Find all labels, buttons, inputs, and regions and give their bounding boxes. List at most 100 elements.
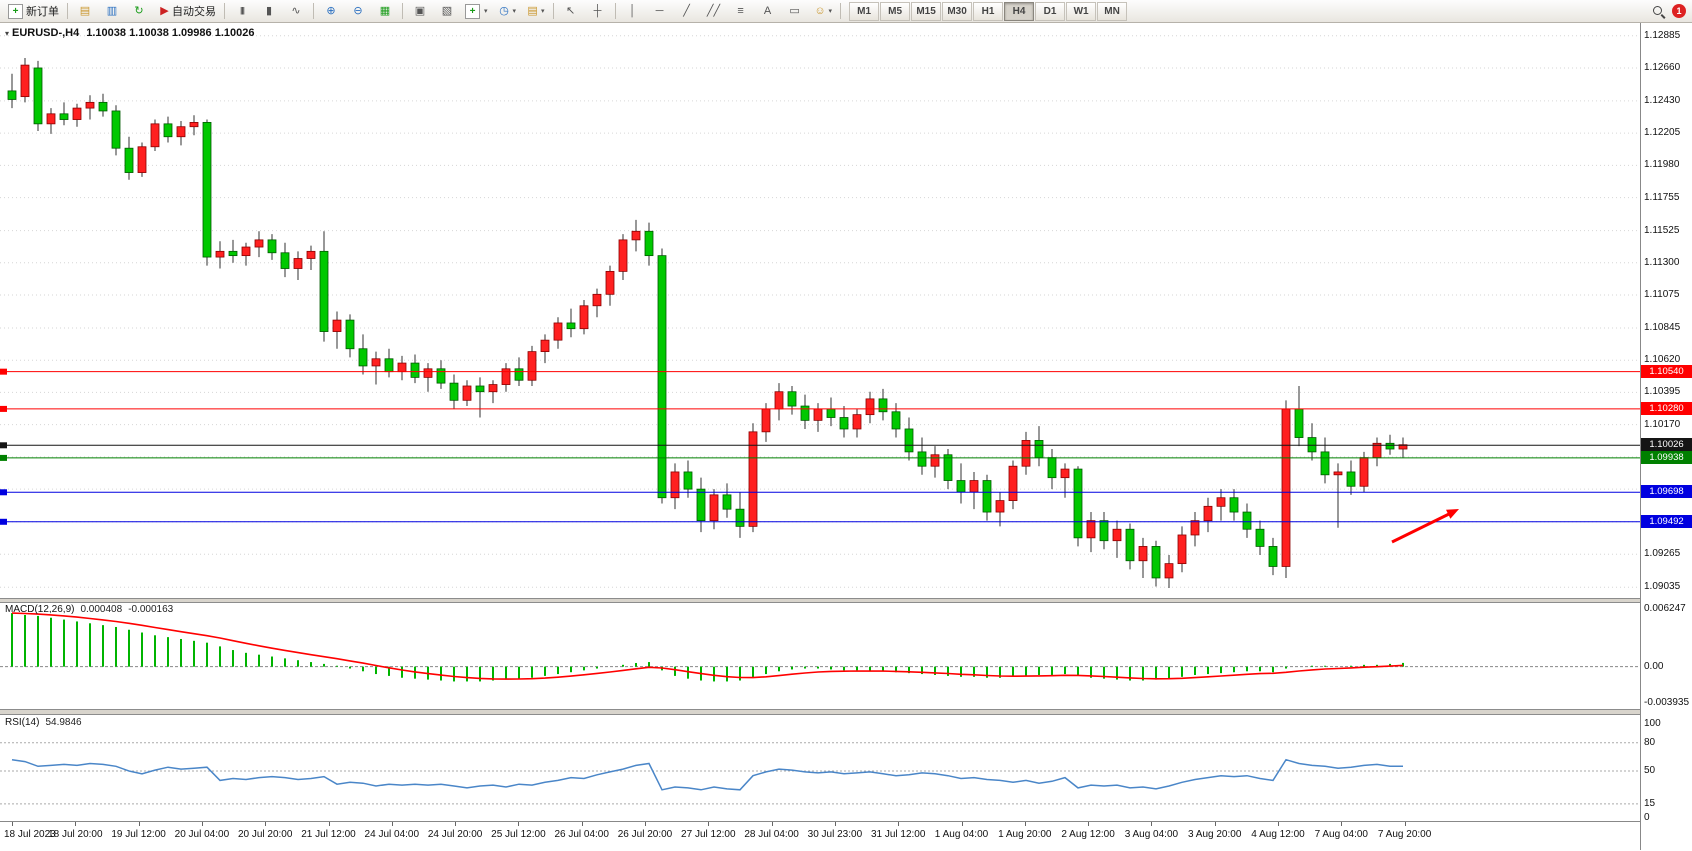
vertical-line-button[interactable]: │ [620, 1, 646, 21]
new-order-label: 新订单 [26, 6, 59, 18]
navigator-button[interactable]: ↻ [126, 1, 152, 21]
bar-chart-button[interactable]: ||| [229, 1, 255, 21]
auto-trading-button[interactable]: ▶ 自动交易 [153, 1, 220, 21]
horizontal-line-1.10540[interactable] [0, 368, 1640, 375]
price-tag-1.09698: 1.09698 [1641, 485, 1692, 499]
time-label: 31 Jul 12:00 [870, 829, 926, 840]
indicators-button[interactable]: + ▾ [461, 1, 492, 21]
candlestick-chart-button[interactable]: ▮ [256, 1, 282, 21]
horizontal-line-1.10026[interactable] [0, 442, 1640, 449]
pane-splitter[interactable] [0, 598, 1692, 603]
tile-windows-icon: ▦ [379, 4, 391, 17]
cursor-button[interactable]: ↖ [558, 1, 584, 21]
timeframe-H4[interactable]: H4 [1004, 1, 1035, 21]
text-label-button[interactable]: ▭ [782, 1, 808, 21]
timeframe-toolbar: M1 M5 M15 M30 H1 H4 D1 W1 MN [849, 1, 1128, 21]
time-tick [708, 822, 710, 826]
shapes-icon: ☺ [814, 4, 826, 17]
pane-splitter[interactable] [0, 709, 1692, 715]
zoom-in-icon: ⊕ [326, 4, 336, 17]
time-label: 3 Aug 20:00 [1187, 829, 1242, 840]
clock-icon: ◷ [499, 4, 509, 17]
trend-arrow[interactable] [1391, 509, 1459, 544]
time-label: 18 Jul 20:00 [48, 829, 103, 840]
toolbar-separator [67, 3, 68, 19]
toolbar-separator [614, 3, 616, 19]
rsi-indicator-label: RSI(14) 54.9846 [5, 717, 82, 728]
indicators-icon: + [465, 3, 480, 19]
horizontal-line-1.10280[interactable] [0, 405, 1640, 412]
trendline-icon: ╱ [683, 4, 690, 17]
timeframe-W1[interactable]: W1 [1066, 1, 1097, 21]
time-tick [518, 822, 520, 826]
price-grid [0, 35, 1640, 588]
cursor-icon: ↖ [565, 4, 576, 17]
horizontal-line-button[interactable]: ─ [647, 1, 673, 21]
candles [7, 57, 1408, 588]
timeframe-H1[interactable]: H1 [973, 1, 1004, 21]
text-button[interactable]: A [755, 1, 781, 21]
axis-tick: 80 [1644, 736, 1656, 748]
axis-tick: 1.11075 [1644, 289, 1680, 301]
horizontal-line-1.09698[interactable] [0, 489, 1640, 496]
horizontal-line-icon: ─ [655, 4, 664, 17]
axis-tick: 0.00 [1644, 660, 1664, 672]
timeframe-M1[interactable]: M1 [849, 1, 880, 21]
chevron-down-icon: ▾ [541, 8, 545, 15]
time-label: 20 Jul 20:00 [237, 829, 293, 840]
chart-canvas[interactable] [0, 23, 1692, 850]
timeframe-MN[interactable]: MN [1097, 1, 1128, 21]
timeframe-D1[interactable]: D1 [1035, 1, 1066, 21]
toolbar-separator [552, 3, 554, 19]
auto-trading-label: 自动交易 [172, 6, 216, 18]
channel-button[interactable]: ╱╱ [701, 1, 727, 21]
notification-badge[interactable]: 1 [1672, 4, 1686, 18]
price-tag-1.10280: 1.10280 [1641, 401, 1692, 415]
zoom-in-button[interactable]: ⊕ [318, 1, 344, 21]
timeframe-M5[interactable]: M5 [880, 1, 911, 21]
toolbar-separator [402, 3, 403, 19]
time-label: 1 Aug 20:00 [998, 829, 1052, 840]
bar-chart-icon: ||| [240, 6, 245, 15]
crosshair-button[interactable]: ┼ [585, 1, 611, 21]
price-axis[interactable]: 1.12885 1.12660 1.12430 1.12205 1.11980 1.117… [1640, 23, 1692, 850]
price-tag-1.10540: 1.10540 [1641, 364, 1692, 378]
templates-button[interactable]: ▤ ▾ [521, 1, 549, 21]
periods-button[interactable]: ◷ ▾ [493, 1, 521, 21]
chart-menu-icon[interactable]: ▾ [5, 29, 10, 38]
time-label: 3 Aug 04:00 [1124, 829, 1179, 840]
timeframe-M15[interactable]: M15 [911, 1, 942, 21]
time-label: 26 Jul 04:00 [554, 829, 609, 840]
timeframe-M30[interactable]: M30 [942, 1, 973, 21]
chevron-down-icon: ▾ [484, 8, 488, 15]
time-label: 25 Jul 12:00 [491, 829, 546, 840]
time-label: 2 Aug 12:00 [1061, 829, 1115, 840]
search-icon[interactable] [1651, 4, 1666, 19]
chart-shift-button[interactable]: ▧ [434, 1, 460, 21]
rsi-value: 54.9846 [45, 717, 82, 728]
line-chart-button[interactable]: ∿ [283, 1, 309, 21]
time-tick [834, 822, 836, 826]
shapes-button[interactable]: ☺ ▾ [809, 1, 837, 21]
axis-tick: 50 [1644, 765, 1656, 776]
time-label: 4 Aug 12:00 [1251, 829, 1305, 840]
tile-windows-button[interactable]: ▦ [372, 1, 398, 21]
market-watch-button[interactable]: ▤ [72, 1, 98, 21]
macd-pane [0, 612, 1640, 682]
symbol-period-label: EURUSD-,H4 [12, 27, 80, 39]
horizontal-line-1.09938[interactable] [0, 454, 1640, 461]
zoom-out-button[interactable]: ⊖ [345, 1, 371, 21]
fibonacci-button[interactable]: ≡ [728, 1, 754, 21]
axis-tick: 1.12205 [1644, 127, 1681, 139]
axis-tick: 100 [1644, 718, 1661, 729]
new-order-button[interactable]: + 新订单 [4, 1, 63, 21]
time-tick [75, 822, 77, 826]
time-tick [1088, 822, 1090, 826]
trendline-button[interactable]: ╱ [674, 1, 700, 21]
data-window-button[interactable]: ▥ [99, 1, 125, 21]
time-axis[interactable]: 18 Jul 2023 18 Jul 20:00 19 Jul 12:00 20 Ju… [0, 821, 1640, 851]
horizontal-line-1.09492[interactable] [0, 518, 1640, 525]
arrange-windows-button[interactable]: ▣ [407, 1, 433, 21]
axis-tick: -0.003935 [1644, 697, 1690, 708]
time-tick [455, 822, 457, 826]
